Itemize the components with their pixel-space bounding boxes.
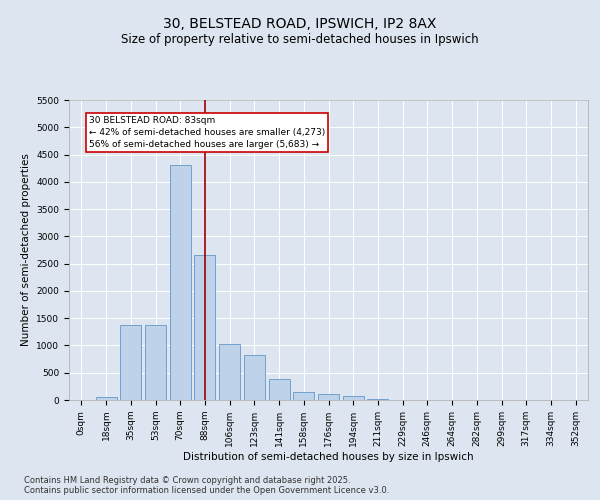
- X-axis label: Distribution of semi-detached houses by size in Ipswich: Distribution of semi-detached houses by …: [183, 452, 474, 462]
- Bar: [244, 356, 265, 400]
- Bar: [269, 378, 290, 400]
- Y-axis label: Number of semi-detached properties: Number of semi-detached properties: [21, 154, 31, 346]
- Text: 30 BELSTEAD ROAD: 83sqm
← 42% of semi-detached houses are smaller (4,273)
56% of: 30 BELSTEAD ROAD: 83sqm ← 42% of semi-de…: [89, 116, 325, 149]
- Bar: [145, 324, 166, 400]
- Bar: [219, 344, 240, 400]
- Bar: [343, 396, 364, 400]
- Bar: [120, 324, 141, 400]
- Text: Contains HM Land Registry data © Crown copyright and database right 2025.
Contai: Contains HM Land Registry data © Crown c…: [24, 476, 389, 495]
- Bar: [367, 399, 388, 400]
- Bar: [95, 398, 116, 400]
- Bar: [318, 394, 339, 400]
- Bar: [170, 166, 191, 400]
- Bar: [293, 392, 314, 400]
- Bar: [194, 255, 215, 400]
- Text: Size of property relative to semi-detached houses in Ipswich: Size of property relative to semi-detach…: [121, 32, 479, 46]
- Text: 30, BELSTEAD ROAD, IPSWICH, IP2 8AX: 30, BELSTEAD ROAD, IPSWICH, IP2 8AX: [163, 18, 437, 32]
